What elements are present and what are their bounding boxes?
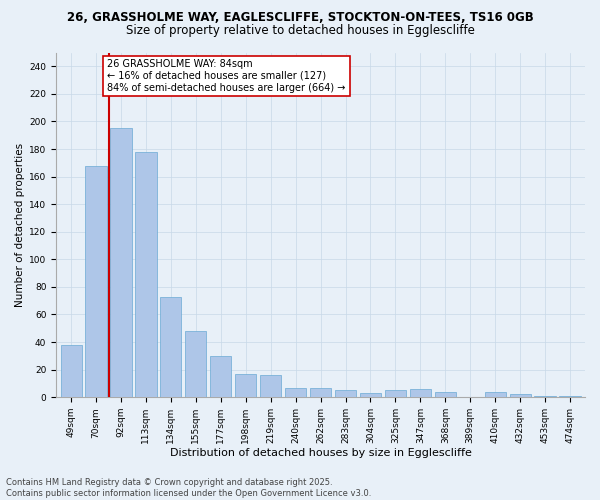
- Bar: [185, 331, 206, 397]
- Bar: [285, 388, 306, 397]
- Text: 26, GRASSHOLME WAY, EAGLESCLIFFE, STOCKTON-ON-TEES, TS16 0GB: 26, GRASSHOLME WAY, EAGLESCLIFFE, STOCKT…: [67, 11, 533, 24]
- Text: Size of property relative to detached houses in Egglescliffe: Size of property relative to detached ho…: [125, 24, 475, 37]
- Bar: [85, 166, 107, 397]
- Bar: [235, 374, 256, 397]
- Bar: [485, 392, 506, 397]
- Bar: [110, 128, 131, 397]
- Bar: [360, 393, 381, 397]
- Bar: [559, 396, 581, 397]
- Y-axis label: Number of detached properties: Number of detached properties: [15, 143, 25, 307]
- Bar: [535, 396, 556, 397]
- Bar: [410, 389, 431, 397]
- Text: Contains HM Land Registry data © Crown copyright and database right 2025.
Contai: Contains HM Land Registry data © Crown c…: [6, 478, 371, 498]
- Text: 26 GRASSHOLME WAY: 84sqm
← 16% of detached houses are smaller (127)
84% of semi-: 26 GRASSHOLME WAY: 84sqm ← 16% of detach…: [107, 60, 346, 92]
- Bar: [509, 394, 531, 397]
- Bar: [210, 356, 232, 397]
- Bar: [260, 375, 281, 397]
- Bar: [136, 152, 157, 397]
- Bar: [160, 296, 181, 397]
- Bar: [385, 390, 406, 397]
- Bar: [310, 388, 331, 397]
- X-axis label: Distribution of detached houses by size in Egglescliffe: Distribution of detached houses by size …: [170, 448, 472, 458]
- Bar: [434, 392, 456, 397]
- Bar: [335, 390, 356, 397]
- Bar: [61, 345, 82, 397]
